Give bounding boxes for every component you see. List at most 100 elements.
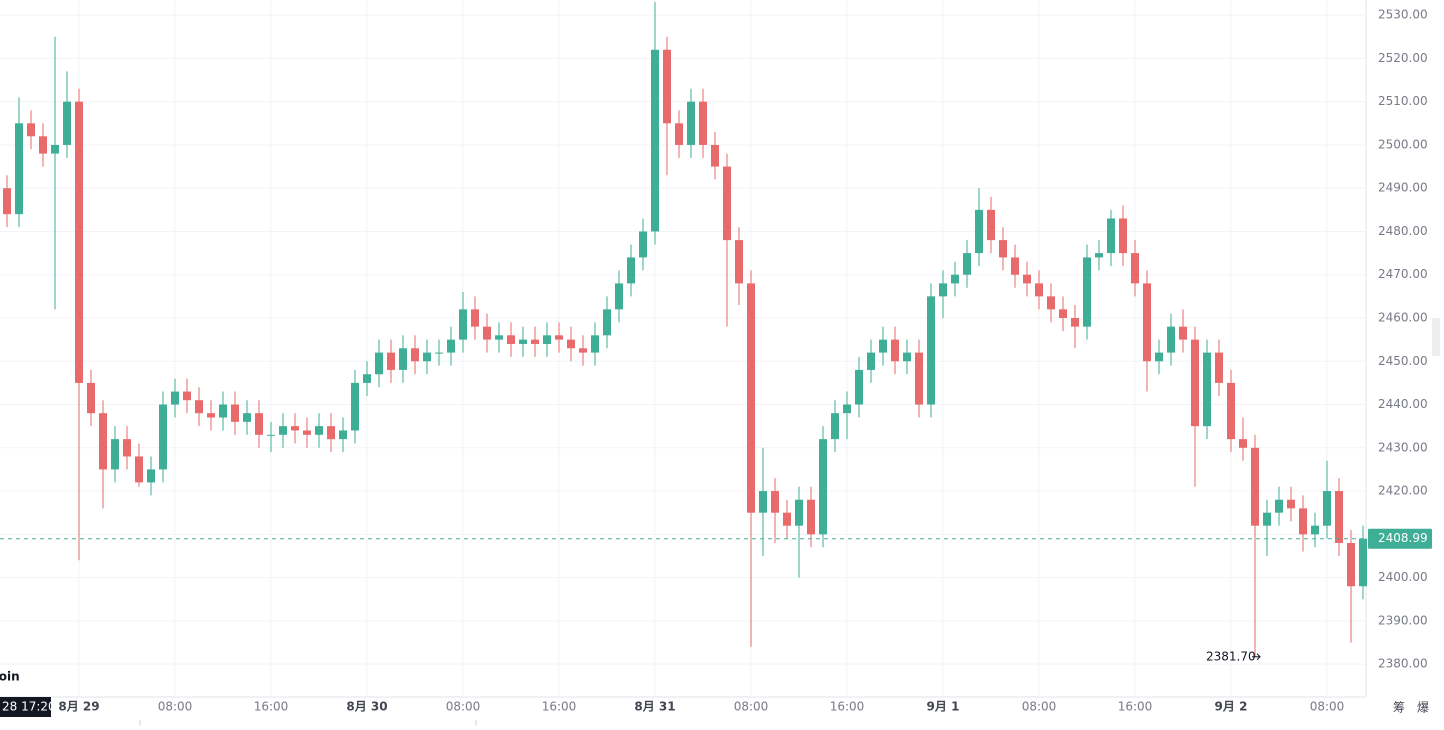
candle-body (159, 404, 167, 470)
x-tick-label: 08:00 (158, 700, 193, 714)
candle-body (579, 348, 587, 353)
candle-body (1311, 525, 1319, 535)
y-tick-label: 2480.00 (1378, 224, 1428, 238)
candle-body (1131, 253, 1139, 284)
candle-body (1071, 317, 1079, 327)
candle-body (231, 404, 239, 422)
candle-body (1203, 352, 1211, 427)
candle-body (363, 374, 371, 383)
candle-body (939, 283, 947, 297)
candle-body (51, 144, 59, 154)
candle-body (291, 426, 299, 431)
candle-body (3, 188, 11, 215)
candle-body (207, 413, 215, 418)
candle-body (111, 439, 119, 470)
candle-body (39, 136, 47, 154)
candle-body (735, 240, 743, 284)
candle-body (711, 144, 719, 167)
candle-body (303, 430, 311, 435)
x-tick-label: 08:00 (1022, 700, 1057, 714)
candle-body (483, 326, 491, 340)
candle-body (975, 209, 983, 254)
candle-body (531, 339, 539, 344)
candle-body (123, 439, 131, 457)
candle-body (867, 352, 875, 370)
candle-body (1263, 512, 1271, 526)
y-tick-label: 2460.00 (1378, 310, 1428, 324)
y-tick-label: 2510.00 (1378, 94, 1428, 108)
candle-body (795, 499, 803, 526)
candle-body (1143, 283, 1151, 362)
y-tick-label: 2430.00 (1378, 440, 1428, 454)
candle-body (435, 352, 443, 354)
candle-body (1239, 439, 1247, 448)
x-tick-label: 9月 2 (1215, 700, 1248, 714)
corner-button[interactable]: 筹 (1393, 701, 1405, 715)
x-tick-label: 8月 29 (58, 700, 99, 714)
candle-body (1359, 538, 1367, 587)
candle-body (831, 413, 839, 440)
low-marker-arrow (1252, 653, 1261, 661)
candle-body (1179, 326, 1187, 340)
last-price-box (1368, 528, 1432, 549)
x-tick-label: 8月 31 (634, 700, 675, 714)
candle-body (1215, 352, 1223, 383)
candle-body (459, 309, 467, 340)
price-axis-bg (1366, 0, 1444, 726)
y-tick-label: 2420.00 (1378, 484, 1428, 498)
candle-body (147, 469, 155, 483)
candle-body (507, 335, 515, 344)
candle-body (1299, 508, 1307, 535)
candle-body (1347, 542, 1355, 587)
candle-body (423, 352, 431, 362)
candle-body (1119, 218, 1127, 254)
candle-body (879, 339, 887, 353)
candle-body (519, 339, 527, 344)
candle-body (27, 123, 35, 137)
candle-body (663, 49, 671, 124)
candle-body (951, 274, 959, 284)
candle-body (1059, 309, 1067, 318)
candle-body (495, 335, 503, 340)
candle-body (819, 439, 827, 535)
candle-body (699, 101, 707, 145)
candle-body (759, 491, 767, 513)
candle-body (1167, 326, 1175, 353)
candle-body (1083, 257, 1091, 327)
x-tick-label: 16:00 (1118, 700, 1153, 714)
grid (0, 0, 1366, 697)
corner-button[interactable]: 爆 (1417, 701, 1429, 715)
candle-body (1335, 491, 1343, 543)
candle-body (1287, 499, 1295, 509)
candle-body (471, 309, 479, 327)
candle-body (723, 166, 731, 241)
candle-body (807, 499, 815, 535)
x-tick-label: 16:00 (830, 700, 865, 714)
candle-body (927, 296, 935, 405)
x-tick-label: 08:00 (734, 700, 769, 714)
y-tick-label: 2500.00 (1378, 137, 1428, 151)
candle-body (411, 348, 419, 362)
candle-body (339, 430, 347, 440)
candle-body (195, 400, 203, 414)
candle-body (651, 49, 659, 232)
candle-body (63, 101, 71, 145)
candle-body (687, 101, 695, 145)
candle-body (1155, 352, 1163, 362)
candle-body (555, 335, 563, 340)
candle-body (1047, 296, 1055, 310)
candle-body (267, 434, 275, 436)
side-handle[interactable] (1432, 318, 1440, 356)
candle-body (1191, 339, 1199, 427)
candle-body (903, 352, 911, 362)
candle-body (1251, 447, 1259, 526)
y-tick-label: 2530.00 (1378, 8, 1428, 22)
candle-body (1095, 253, 1103, 258)
candle-body (915, 352, 923, 405)
candle-body (1011, 257, 1019, 275)
candle-body (771, 491, 779, 513)
candle-body (183, 391, 191, 401)
candle-body (447, 339, 455, 353)
